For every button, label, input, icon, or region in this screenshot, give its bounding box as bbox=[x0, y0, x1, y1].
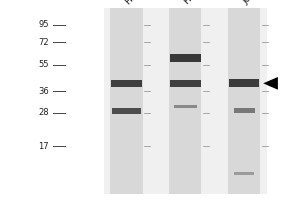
Bar bbox=[169, 8, 202, 194]
Bar bbox=[234, 108, 255, 113]
Bar bbox=[112, 108, 141, 114]
Bar bbox=[174, 105, 197, 108]
Text: 55: 55 bbox=[38, 60, 49, 69]
Text: Hela: Hela bbox=[123, 0, 144, 6]
Polygon shape bbox=[263, 77, 278, 90]
Text: Jurkat: Jurkat bbox=[241, 0, 266, 6]
Bar bbox=[229, 79, 260, 87]
Bar bbox=[234, 172, 254, 175]
Text: 95: 95 bbox=[38, 20, 49, 29]
Text: HepG2: HepG2 bbox=[182, 0, 210, 6]
Text: 36: 36 bbox=[38, 87, 49, 96]
Bar bbox=[228, 8, 260, 194]
Bar bbox=[104, 8, 267, 194]
Text: 28: 28 bbox=[38, 108, 49, 117]
Text: 17: 17 bbox=[38, 142, 49, 151]
Bar bbox=[111, 80, 142, 87]
Bar bbox=[110, 8, 143, 194]
Bar bbox=[170, 54, 201, 62]
Bar bbox=[170, 80, 201, 87]
Text: 72: 72 bbox=[38, 38, 49, 47]
